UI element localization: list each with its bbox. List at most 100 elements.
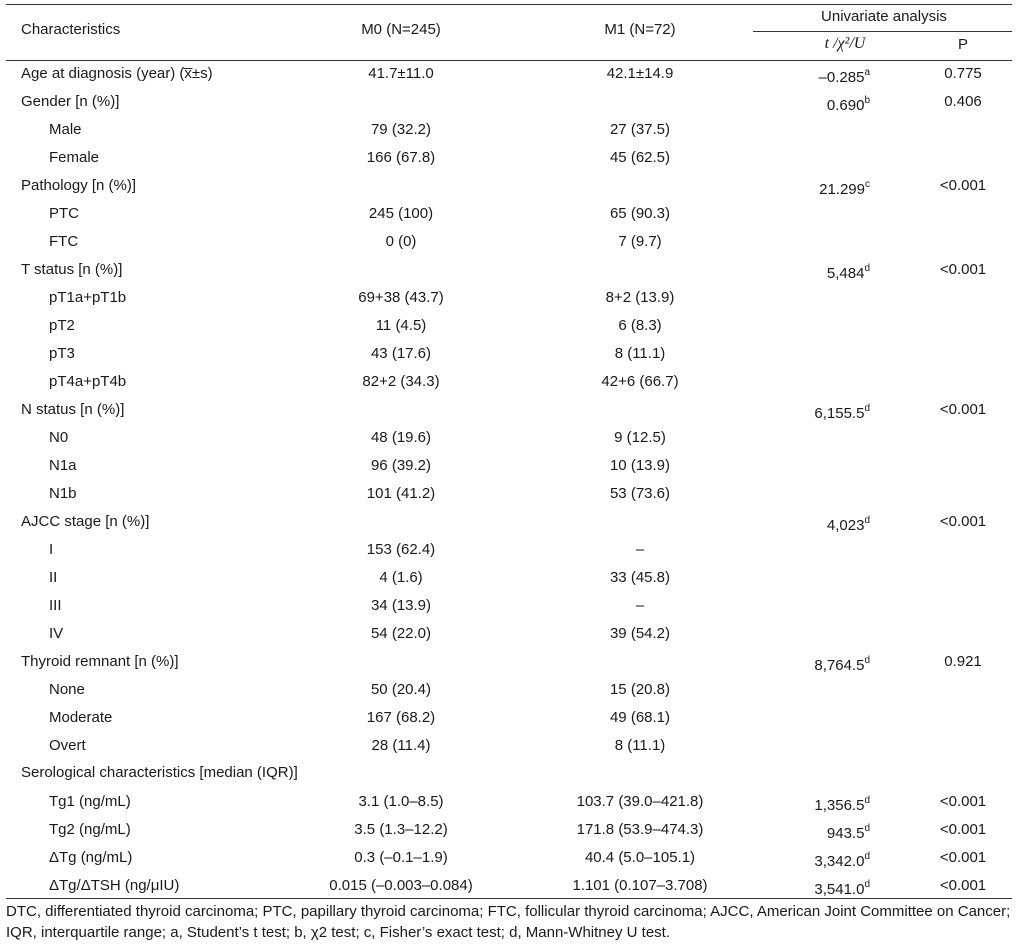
cell-m0-text: 96 (39.2) <box>370 457 432 474</box>
table-row: pT3 43 (17.6) 8 (11.1) <box>0 344 1017 372</box>
cell-m0: 82+2 (34.3) <box>296 372 506 392</box>
cell-m0-text: 166 (67.8) <box>366 149 436 166</box>
cell-p-text: <0.001 <box>939 401 987 418</box>
table-row: None 50 (20.4) 15 (20.8) <box>0 680 1017 708</box>
cell-m0-text: 54 (22.0) <box>370 625 432 642</box>
table-footnote: DTC, differentiated thyroid carcinoma; P… <box>6 901 1012 943</box>
row-label-text: Tg2 (ng/mL) <box>49 821 131 838</box>
row-label-text: pT2 <box>49 317 75 334</box>
row-label-text: II <box>49 569 58 586</box>
row-label: pT3 <box>49 344 75 364</box>
table-row: Age at diagnosis (year) (x̅±s) 41.7±11.0 4… <box>0 64 1017 92</box>
cell-m1-text: 27 (37.5) <box>609 121 671 138</box>
row-label-text: Thyroid remnant [n (%)] <box>21 653 179 670</box>
cell-m0-text: 3.1 (1.0–8.5) <box>358 793 444 810</box>
cell-p: 0.921 <box>905 652 1017 672</box>
cell-m1: 45 (62.5) <box>535 148 745 168</box>
cell-m1: 15 (20.8) <box>535 680 745 700</box>
cell-m1-text: 45 (62.5) <box>609 149 671 166</box>
cell-m1-text: 15 (20.8) <box>609 681 671 698</box>
cell-m1: 39 (54.2) <box>535 624 745 644</box>
row-label: T status [n (%)] <box>21 260 122 280</box>
cell-p-text: 0.921 <box>944 653 982 670</box>
cell-m1-text: 8 (11.1) <box>614 345 666 362</box>
row-label-text: Tg1 (ng/mL) <box>49 793 131 810</box>
table-row: ΔTg (ng/mL) 0.3 (–0.1–1.9) 40.4 (5.0–105.1… <box>0 848 1017 876</box>
stat-footnote-mark: d <box>864 515 870 526</box>
cell-p-text: <0.001 <box>939 849 987 866</box>
cell-stat-text: 3,342.0 <box>814 853 865 870</box>
header-univariate: Univariate analysis <box>821 8 947 25</box>
cell-m1: 6 (8.3) <box>535 316 745 336</box>
cell-stat-text: 0.690 <box>826 97 865 114</box>
cell-m0-text: 79 (32.2) <box>370 121 432 138</box>
cell-m1: 1.101 (0.107–3.708) <box>535 876 745 896</box>
cell-m0: 101 (41.2) <box>296 484 506 504</box>
table-row: pT4a+pT4b 82+2 (34.3) 42+6 (66.7) <box>0 372 1017 400</box>
cell-m0: 153 (62.4) <box>296 540 506 560</box>
row-label-text: AJCC stage [n (%)] <box>21 513 150 530</box>
cell-m0: 28 (11.4) <box>296 736 506 756</box>
cell-p: <0.001 <box>905 876 1017 896</box>
cell-m1-text: 6 (8.3) <box>618 317 662 334</box>
cell-m0: 50 (20.4) <box>296 680 506 700</box>
cell-stat: 1,356.5d <box>760 792 870 816</box>
row-label-text: Overt <box>49 737 86 754</box>
cell-m1-text: 49 (68.1) <box>609 709 671 726</box>
row-label-text: None <box>49 681 85 698</box>
cell-m0-text: 11 (4.5) <box>375 317 427 334</box>
row-label-text: Pathology [n (%)] <box>21 177 137 194</box>
row-label-text: IV <box>49 625 64 642</box>
row-label-text: N0 <box>49 429 69 446</box>
row-label: ΔTg (ng/mL) <box>49 848 132 868</box>
row-label: I <box>49 540 53 560</box>
row-label: Pathology [n (%)] <box>21 176 136 196</box>
table-row: Tg1 (ng/mL) 3.1 (1.0–8.5) 103.7 (39.0–421.… <box>0 792 1017 820</box>
row-label: ΔTg/ΔTSH (ng/μIU) <box>49 876 179 896</box>
cell-m0-text: 48 (19.6) <box>370 429 432 446</box>
cell-p-text: <0.001 <box>939 793 987 810</box>
header-stat: t /χ²/U <box>790 34 900 54</box>
row-label-text: ΔTg (ng/mL) <box>49 849 133 866</box>
row-label: N status [n (%)] <box>21 400 124 420</box>
cell-m1: 9 (12.5) <box>535 428 745 448</box>
cell-m1-text: – <box>635 597 645 614</box>
header-p: P <box>957 36 968 53</box>
row-label: N1a <box>49 456 77 476</box>
cell-m1: 49 (68.1) <box>535 708 745 728</box>
cell-p-text: <0.001 <box>939 261 987 278</box>
cell-m0-text: 3.5 (1.3–12.2) <box>354 821 448 838</box>
row-label-text: Serological characteristics [median (IQR… <box>21 764 298 781</box>
row-label: PTC <box>49 204 79 224</box>
table-row: N1b 101 (41.2) 53 (73.6) <box>0 484 1017 512</box>
table-row: Male 79 (32.2) 27 (37.5) <box>0 120 1017 148</box>
cell-m0-text: 0 (0) <box>385 233 417 250</box>
cell-m0: 167 (68.2) <box>296 708 506 728</box>
cell-m1: 27 (37.5) <box>535 120 745 140</box>
cell-m1: 8 (11.1) <box>535 344 745 364</box>
table-row: Tg2 (ng/mL) 3.5 (1.3–12.2) 171.8 (53.9–474… <box>0 820 1017 848</box>
cell-m1: 103.7 (39.0–421.8) <box>535 792 745 812</box>
cell-p-text: 0.775 <box>944 65 982 82</box>
cell-m0: 0.015 (–0.003–0.084) <box>296 876 506 896</box>
cell-stat: 6,155.5d <box>760 400 870 424</box>
cell-m0: 48 (19.6) <box>296 428 506 448</box>
cell-m0: 34 (13.9) <box>296 596 506 616</box>
cell-m1: 171.8 (53.9–474.3) <box>535 820 745 840</box>
row-label: None <box>49 680 85 700</box>
cell-stat: 8,764.5d <box>760 652 870 676</box>
cell-m0-text: 101 (41.2) <box>366 485 436 502</box>
cell-m1-text: 39 (54.2) <box>609 625 671 642</box>
cell-m1-text: 42+6 (66.7) <box>601 373 679 390</box>
cell-m0: 96 (39.2) <box>296 456 506 476</box>
cell-p: <0.001 <box>905 820 1017 840</box>
cell-m1-text: 65 (90.3) <box>609 205 671 222</box>
row-label-text: Age at diagnosis (year) (x̅±s) <box>21 65 213 82</box>
cell-m1: 33 (45.8) <box>535 568 745 588</box>
row-label-text: I <box>49 541 54 558</box>
table-bottom-rule <box>6 898 1012 899</box>
cell-m1: 8+2 (13.9) <box>535 288 745 308</box>
table-row: AJCC stage [n (%)] 4,023d <0.001 <box>0 512 1017 540</box>
cell-m1-text: 8+2 (13.9) <box>605 289 675 306</box>
cell-m1-text: 103.7 (39.0–421.8) <box>576 793 704 810</box>
